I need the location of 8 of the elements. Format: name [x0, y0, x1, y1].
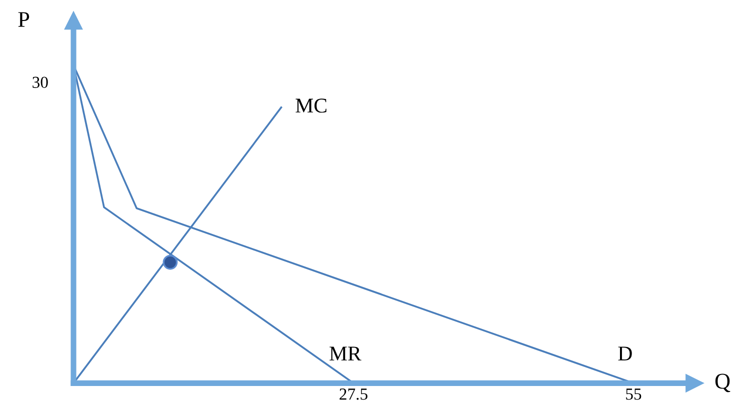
- x-axis-title: Q: [715, 374, 730, 392]
- y-axis-title: P: [18, 12, 30, 27]
- series-label: D: [618, 346, 632, 360]
- x-tick-label: 55: [626, 388, 642, 400]
- annotation: 30: [32, 76, 48, 88]
- series-label: MC: [296, 98, 326, 113]
- x-tick-label: 27.5: [340, 388, 368, 400]
- series-label: MR: [330, 346, 362, 360]
